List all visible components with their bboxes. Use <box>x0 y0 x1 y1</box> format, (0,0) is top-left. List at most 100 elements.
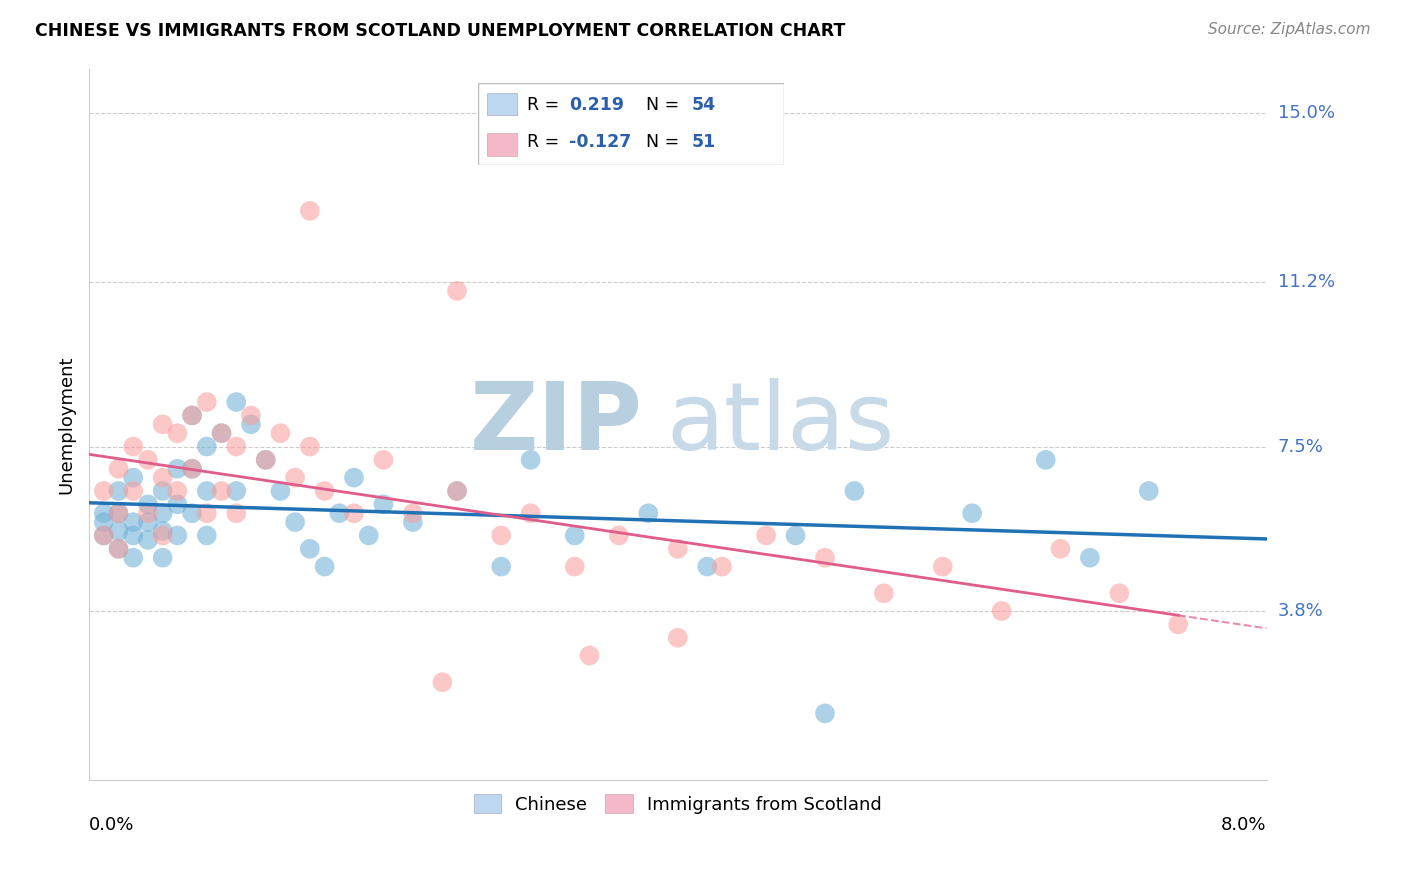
Point <box>122 550 145 565</box>
Point <box>181 409 204 423</box>
Text: 7.5%: 7.5% <box>1278 437 1323 456</box>
Point <box>357 528 380 542</box>
Point <box>211 426 233 441</box>
Point <box>666 541 689 556</box>
Point <box>284 515 307 529</box>
Point <box>446 284 468 298</box>
Point <box>211 426 233 441</box>
Point <box>564 528 586 542</box>
Point <box>607 528 630 542</box>
Point <box>432 675 454 690</box>
Text: Source: ZipAtlas.com: Source: ZipAtlas.com <box>1208 22 1371 37</box>
Point <box>152 417 174 432</box>
Point <box>166 462 188 476</box>
Point <box>136 453 159 467</box>
Point <box>195 483 218 498</box>
Point <box>107 541 129 556</box>
Point <box>373 453 395 467</box>
Point <box>489 528 512 542</box>
Point <box>107 462 129 476</box>
Point <box>195 395 218 409</box>
Point <box>136 506 159 520</box>
Point <box>298 541 321 556</box>
Point <box>93 506 115 520</box>
Point <box>152 550 174 565</box>
Point <box>152 470 174 484</box>
Point <box>254 453 277 467</box>
Point <box>107 541 129 556</box>
Point <box>785 528 807 542</box>
Point <box>254 453 277 467</box>
Point <box>152 506 174 520</box>
Point <box>489 559 512 574</box>
Text: atlas: atlas <box>666 378 894 470</box>
Point <box>211 483 233 498</box>
Point <box>373 497 395 511</box>
Point <box>195 440 218 454</box>
Point <box>1108 586 1130 600</box>
Point <box>136 497 159 511</box>
Y-axis label: Unemployment: Unemployment <box>58 355 75 493</box>
Point <box>152 524 174 538</box>
Point <box>122 483 145 498</box>
Point <box>314 483 336 498</box>
Point <box>107 506 129 520</box>
Point <box>1137 483 1160 498</box>
Point <box>181 462 204 476</box>
Point <box>122 528 145 542</box>
Point <box>181 506 204 520</box>
Point <box>136 515 159 529</box>
Point <box>1035 453 1057 467</box>
Point <box>225 395 247 409</box>
Point <box>1049 541 1071 556</box>
Point <box>107 524 129 538</box>
Point <box>755 528 778 542</box>
Point <box>844 483 866 498</box>
Point <box>225 483 247 498</box>
Text: 11.2%: 11.2% <box>1278 273 1334 291</box>
Point <box>696 559 718 574</box>
Point <box>181 462 204 476</box>
Point <box>122 515 145 529</box>
Point <box>873 586 896 600</box>
Point <box>93 515 115 529</box>
Point <box>343 506 366 520</box>
Text: 15.0%: 15.0% <box>1278 104 1334 122</box>
Point <box>402 506 425 520</box>
Point <box>932 559 955 574</box>
Point <box>519 506 541 520</box>
Point <box>107 483 129 498</box>
Point <box>314 559 336 574</box>
Point <box>93 528 115 542</box>
Point <box>269 426 291 441</box>
Point <box>298 203 321 218</box>
Point <box>446 483 468 498</box>
Point <box>166 426 188 441</box>
Point <box>166 483 188 498</box>
Point <box>93 528 115 542</box>
Point <box>239 417 262 432</box>
Point <box>152 528 174 542</box>
Point <box>446 483 468 498</box>
Point <box>637 506 659 520</box>
Point <box>195 528 218 542</box>
Text: 3.8%: 3.8% <box>1278 602 1323 620</box>
Point <box>710 559 733 574</box>
Point <box>578 648 600 663</box>
Point <box>239 409 262 423</box>
Point <box>343 470 366 484</box>
Point <box>298 440 321 454</box>
Point <box>1167 617 1189 632</box>
Point <box>666 631 689 645</box>
Point <box>269 483 291 498</box>
Point <box>122 440 145 454</box>
Point <box>152 483 174 498</box>
Point <box>166 528 188 542</box>
Point <box>519 453 541 467</box>
Point <box>181 409 204 423</box>
Point <box>225 506 247 520</box>
Text: CHINESE VS IMMIGRANTS FROM SCOTLAND UNEMPLOYMENT CORRELATION CHART: CHINESE VS IMMIGRANTS FROM SCOTLAND UNEM… <box>35 22 845 40</box>
Point <box>195 506 218 520</box>
Legend: Chinese, Immigrants from Scotland: Chinese, Immigrants from Scotland <box>467 787 889 821</box>
Point <box>284 470 307 484</box>
